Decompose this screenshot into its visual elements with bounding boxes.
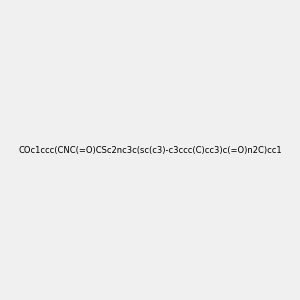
Text: COc1ccc(CNC(=O)CSc2nc3c(sc(c3)-c3ccc(C)cc3)c(=O)n2C)cc1: COc1ccc(CNC(=O)CSc2nc3c(sc(c3)-c3ccc(C)c…: [18, 146, 282, 154]
